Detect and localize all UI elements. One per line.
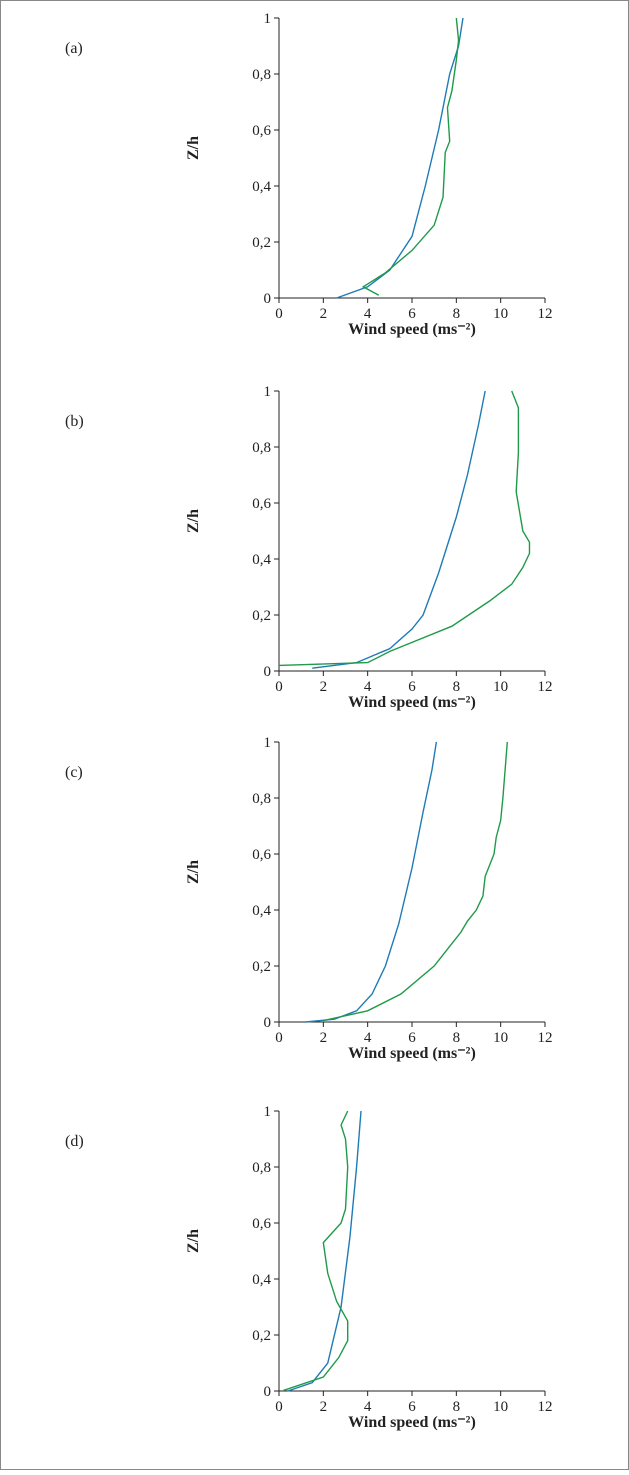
x-tick-label: 0 (275, 1399, 283, 1415)
x-tick-label: 0 (275, 306, 283, 322)
x-tick-label: 0 (275, 1030, 283, 1046)
profile-line (278, 390, 531, 667)
profile-line (323, 741, 509, 1022)
x-tick-label: 8 (453, 306, 461, 322)
y-tick-label: 1 (264, 735, 272, 751)
x-tick-label: 6 (408, 679, 416, 695)
y-tick-label: 0,4 (252, 179, 271, 195)
y-tick-label: 0,2 (252, 1328, 271, 1344)
x-tick-label: 12 (538, 679, 553, 695)
y-axis-label: Z/h (185, 136, 202, 160)
y-tick-label: 0,2 (252, 959, 271, 975)
x-tick-label: 8 (453, 679, 461, 695)
x-tick-label: 0 (275, 679, 283, 695)
x-tick-label: 6 (408, 306, 416, 322)
y-tick-label: 0,8 (252, 1160, 271, 1176)
x-tick-label: 12 (538, 1030, 553, 1046)
x-tick-label: 4 (364, 679, 372, 695)
y-tick-label: 0,8 (252, 67, 271, 83)
profile-line (336, 17, 464, 299)
profile-line (287, 1110, 362, 1392)
y-tick-label: 0,6 (252, 496, 271, 512)
panel-label: (b) (65, 413, 84, 430)
x-tick-label: 6 (408, 1399, 416, 1415)
y-tick-label: 0,6 (252, 847, 271, 863)
x-tick-label: 8 (453, 1399, 461, 1415)
x-tick-label: 6 (408, 1030, 416, 1046)
x-tick-label: 2 (320, 306, 328, 322)
y-tick-label: 1 (264, 1104, 272, 1120)
y-tick-label: 0,6 (252, 1216, 271, 1232)
y-tick-label: 0,4 (252, 552, 271, 568)
x-tick-label: 10 (493, 1399, 508, 1415)
y-tick-label: 0,2 (252, 235, 271, 251)
profile-line (283, 1110, 349, 1392)
x-tick-label: 2 (320, 679, 328, 695)
y-tick-label: 0 (264, 664, 272, 680)
y-axis-label: Z/h (185, 860, 202, 884)
y-tick-label: 0 (264, 1384, 272, 1400)
x-tick-label: 8 (453, 1030, 461, 1046)
profile-line (361, 17, 460, 296)
x-tick-label: 4 (364, 1399, 372, 1415)
x-tick-label: 10 (493, 679, 508, 695)
panel-label: (d) (65, 1133, 84, 1150)
x-axis-label: Wind speed (ms⁻²) (348, 321, 476, 338)
panel-label: (c) (65, 764, 83, 781)
profile-line (312, 390, 486, 669)
x-tick-label: 12 (538, 1399, 553, 1415)
y-tick-label: 0,8 (252, 440, 271, 456)
x-axis-label: Wind speed (ms⁻²) (348, 694, 476, 711)
y-tick-label: 0,2 (252, 608, 271, 624)
x-tick-label: 2 (320, 1399, 328, 1415)
y-tick-label: 0,4 (252, 903, 271, 919)
y-tick-label: 0 (264, 1015, 272, 1031)
y-tick-label: 0 (264, 291, 272, 307)
x-axis-label: Wind speed (ms⁻²) (348, 1414, 476, 1431)
x-tick-label: 12 (538, 306, 553, 322)
x-tick-label: 10 (493, 1030, 508, 1046)
x-tick-label: 4 (364, 1030, 372, 1046)
y-tick-label: 1 (264, 384, 272, 400)
x-tick-label: 4 (364, 306, 372, 322)
y-axis-label: Z/h (185, 509, 202, 533)
x-axis-label: Wind speed (ms⁻²) (348, 1045, 476, 1062)
y-tick-label: 0,8 (252, 791, 271, 807)
panel-label: (a) (65, 40, 83, 57)
y-tick-label: 0,4 (252, 1272, 271, 1288)
x-tick-label: 2 (320, 1030, 328, 1046)
y-axis-label: Z/h (185, 1229, 202, 1253)
x-tick-label: 10 (493, 306, 508, 322)
y-tick-label: 1 (264, 11, 272, 27)
y-tick-label: 0,6 (252, 123, 271, 139)
